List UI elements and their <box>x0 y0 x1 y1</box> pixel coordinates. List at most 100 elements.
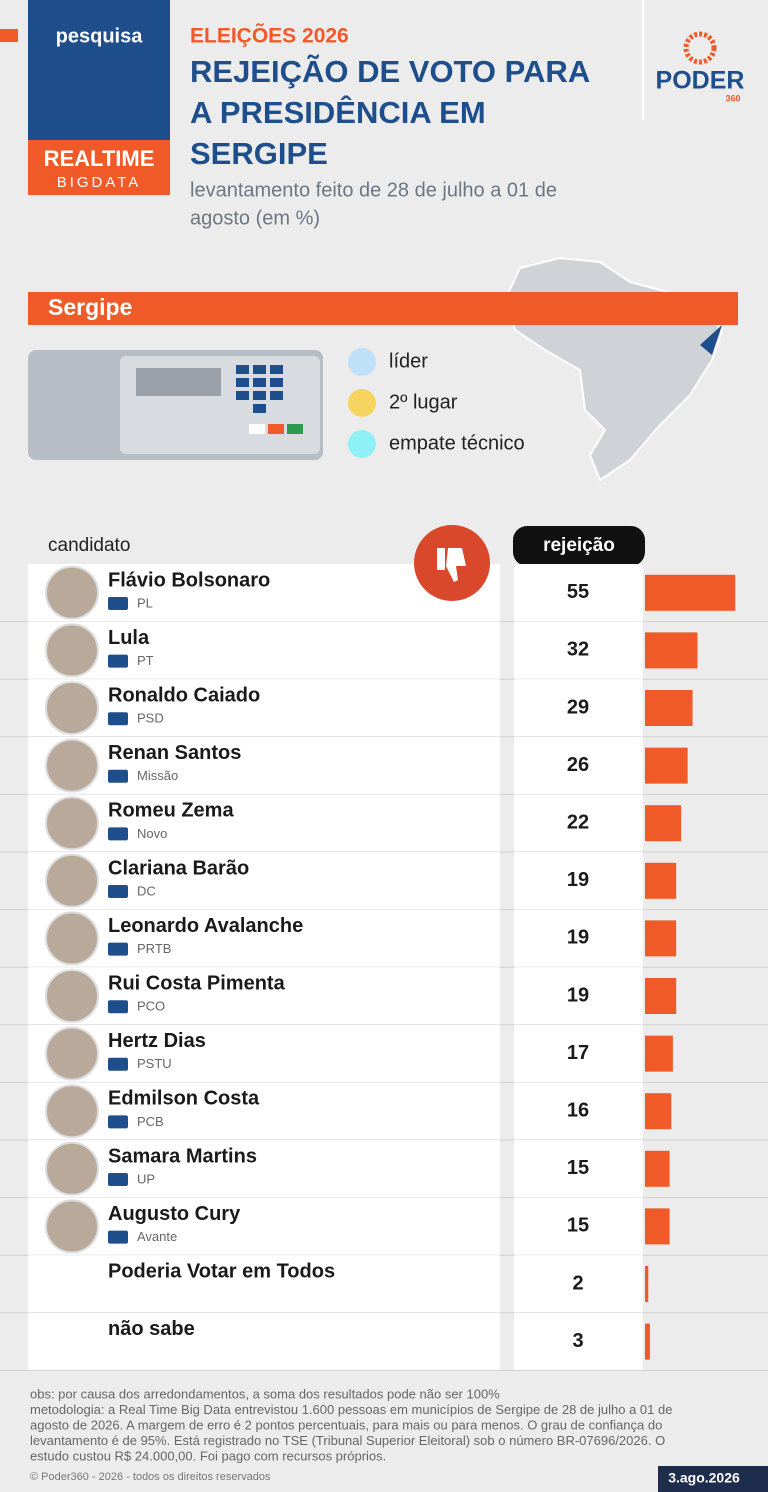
candidate-name: Clariana Barão <box>108 857 249 879</box>
candidate-name: Samara Martins <box>108 1145 257 1167</box>
party-name: Missão <box>137 768 178 783</box>
map-highlight <box>700 325 722 355</box>
legend: líder 2º lugar empate técnico <box>348 348 525 458</box>
party-name: PRTB <box>137 941 171 956</box>
copyright: © Poder360 - 2026 - todos os direitos re… <box>30 1471 271 1483</box>
candidate-name: Poderia Votar em Todos <box>108 1260 335 1282</box>
party-logo <box>108 942 128 956</box>
badge-top: pesquisa <box>56 25 144 47</box>
value-label: 22 <box>567 811 589 833</box>
bar <box>645 632 698 669</box>
title-line: A PRESIDÊNCIA EM <box>190 94 486 130</box>
row-bg <box>28 679 500 737</box>
avatar <box>45 1084 99 1139</box>
avatar <box>45 1199 99 1254</box>
party-logo <box>108 1173 128 1186</box>
value-label: 32 <box>567 639 589 661</box>
avatar <box>45 853 99 908</box>
value-cell <box>514 679 643 737</box>
party-name: PL <box>137 595 153 610</box>
value-label: 3 <box>572 1330 583 1352</box>
key-orange <box>268 424 284 434</box>
avatar <box>45 1026 99 1081</box>
bar <box>645 574 736 611</box>
date-bg <box>658 1466 768 1492</box>
candidate-name: Ronaldo Caiado <box>108 684 260 706</box>
party-name: PT <box>137 653 154 668</box>
row-bg <box>28 909 500 968</box>
value-cell <box>514 621 643 680</box>
value-cell <box>514 967 643 1025</box>
party-logo <box>108 1115 128 1129</box>
bar <box>645 1035 673 1072</box>
party-logo <box>108 597 128 610</box>
party-name: DC <box>137 883 156 898</box>
row-bg <box>28 967 500 1025</box>
value-label: 19 <box>567 927 589 949</box>
bar <box>645 978 677 1014</box>
value-label: 26 <box>567 754 589 776</box>
legend-label: 2º lugar <box>389 391 458 413</box>
notes: obs: por causa dos arredondamentos, a so… <box>30 1386 672 1463</box>
avatar <box>45 623 99 678</box>
party-name: Novo <box>137 826 167 841</box>
voting-machine-screen <box>136 368 221 396</box>
candidate-name: Leonardo Avalanche <box>108 915 303 937</box>
avatar <box>45 796 99 851</box>
party-logo <box>108 712 128 726</box>
accent <box>0 29 18 42</box>
candidate-name: Augusto Cury <box>108 1203 241 1225</box>
party-name: PCO <box>137 999 165 1014</box>
candidate-name: Flávio Bolsonaro <box>108 569 270 591</box>
badge-brand: REALTIME <box>44 146 155 171</box>
value-cell <box>514 1197 643 1256</box>
avatar <box>45 969 99 1023</box>
bar <box>645 1266 649 1302</box>
subtitle: levantamento feito de 28 de julho a 01 d… <box>190 179 557 229</box>
note-line: metodologia: a Real Time Big Data entrev… <box>30 1402 672 1417</box>
column-header: candidato <box>48 535 130 556</box>
party-name: PSTU <box>137 1056 172 1071</box>
subtitle-line: levantamento feito de 28 de julho a 01 d… <box>190 179 557 201</box>
bar <box>645 747 688 784</box>
logo-mark <box>683 31 717 65</box>
bar <box>645 862 677 899</box>
party-logo <box>108 654 128 668</box>
legend-label: empate técnico <box>389 432 525 454</box>
badge-brand <box>28 140 170 195</box>
candidate-name: Edmilson Costa <box>108 1088 260 1110</box>
value-label: 19 <box>567 984 589 1006</box>
party-logo <box>108 1057 128 1071</box>
value-cell <box>514 1255 643 1313</box>
value-cell <box>514 564 643 622</box>
party-logo <box>108 885 128 898</box>
value-cell <box>514 1312 643 1371</box>
avatar <box>45 1141 99 1196</box>
title: REJEIÇÃO DE VOTO PARA A PRESIDÊNCIA EM SER… <box>190 54 590 171</box>
value-label: 55 <box>567 581 589 603</box>
key-white <box>249 424 265 434</box>
legend-swatch <box>348 348 376 376</box>
row-bg <box>28 1255 500 1313</box>
candidate-name: Hertz Dias <box>108 1030 206 1052</box>
party-logo <box>108 827 128 841</box>
bar <box>645 1208 670 1245</box>
voting-machine-keys <box>236 365 283 413</box>
row-bg <box>28 1140 500 1198</box>
row-bg <box>28 1024 500 1083</box>
party-name: UP <box>137 1171 155 1186</box>
candidate-name: não sabe <box>108 1318 195 1340</box>
subtitle-line: agosto (em %) <box>190 207 320 229</box>
date: 3.ago.2026 <box>668 1470 740 1486</box>
title-line: REJEIÇÃO DE VOTO PARA <box>190 54 590 89</box>
party-logo <box>108 769 128 783</box>
value-label: 15 <box>567 1157 589 1179</box>
party-name: PSD <box>137 711 164 726</box>
party-logo <box>108 1230 128 1244</box>
value-label: 17 <box>567 1042 589 1064</box>
avatar <box>45 565 99 620</box>
candidate-name: Rui Costa Pimenta <box>108 972 286 994</box>
bar <box>645 690 693 726</box>
